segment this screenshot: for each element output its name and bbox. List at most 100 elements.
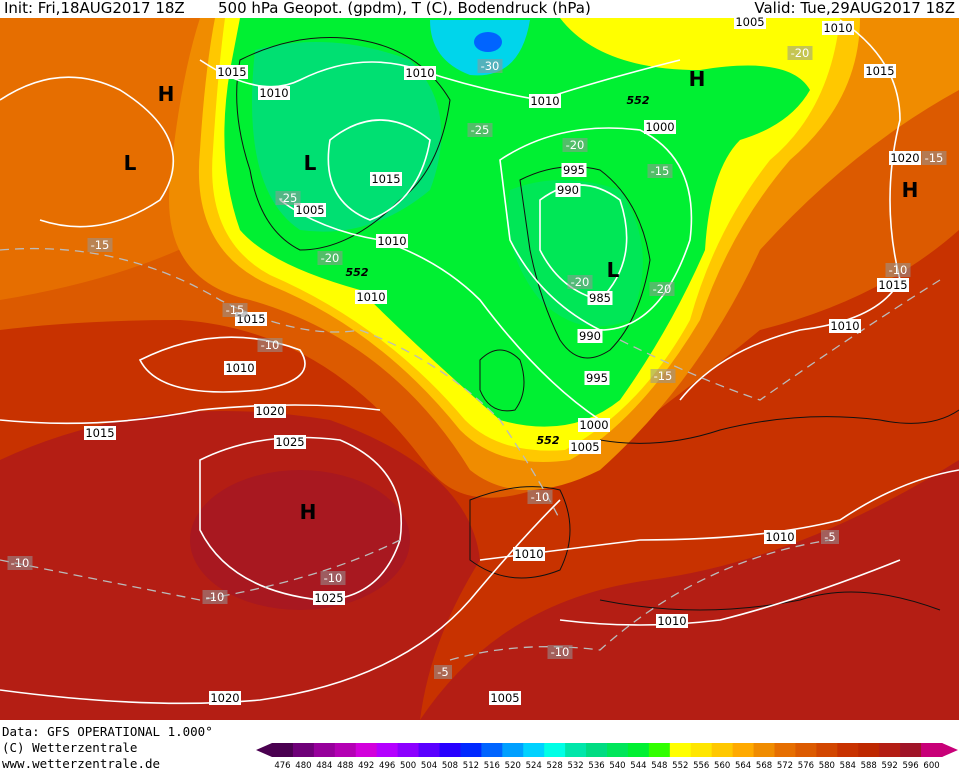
colorbar-cell bbox=[858, 743, 880, 757]
colorbar-cell bbox=[418, 743, 440, 757]
pressure-label-box bbox=[578, 418, 610, 432]
colorbar-label: 512 bbox=[463, 761, 479, 770]
colorbar-cell bbox=[879, 743, 901, 757]
temperature-label: -10 bbox=[324, 571, 343, 585]
pressure-label: 990 bbox=[579, 329, 601, 343]
pressure-center: H bbox=[300, 500, 317, 524]
temperature-label: -10 bbox=[206, 590, 225, 604]
temperature-label: -5 bbox=[824, 530, 835, 544]
pressure-label-box bbox=[764, 530, 796, 544]
temperature-label: -20 bbox=[653, 282, 672, 296]
colorbar-arrow-low bbox=[256, 743, 272, 757]
temperature-label: -20 bbox=[791, 46, 810, 60]
coastline-iberia bbox=[469, 486, 571, 579]
pressure-label: 1015 bbox=[371, 172, 400, 186]
pressure-label-box bbox=[864, 64, 896, 78]
pressure-label: 1010 bbox=[765, 530, 794, 544]
coastline-africa bbox=[599, 591, 941, 611]
pressure-center: H bbox=[158, 82, 175, 106]
colorbar-label: 536 bbox=[588, 761, 604, 770]
temperature-label-box bbox=[320, 571, 346, 585]
pressure-label-box bbox=[587, 291, 613, 305]
colorbar-label: 532 bbox=[567, 761, 583, 770]
footer-copyright: (C) Wetterzentrale bbox=[2, 740, 137, 755]
temperature-label: -10 bbox=[889, 263, 908, 277]
pressure-label-box bbox=[84, 426, 116, 440]
pressure-label: 1025 bbox=[314, 591, 343, 605]
colorbar-cell bbox=[732, 743, 755, 757]
isobar bbox=[327, 119, 431, 221]
temperature-label-box bbox=[921, 151, 947, 165]
pressure-label: 1010 bbox=[514, 547, 543, 561]
temperature-label-box bbox=[547, 645, 573, 659]
colorbar-cell bbox=[711, 743, 734, 757]
pressure-label: 1010 bbox=[405, 66, 434, 80]
colorbar-cell bbox=[397, 743, 420, 757]
colorbar-label: 548 bbox=[651, 761, 667, 770]
colorbar-cell bbox=[544, 743, 566, 757]
colorbar-label: 496 bbox=[379, 761, 395, 770]
colorbar-cell bbox=[523, 743, 545, 757]
temperature-label-box bbox=[562, 138, 588, 152]
colorbar-label: 552 bbox=[672, 761, 688, 770]
colorbar-cell bbox=[795, 743, 817, 757]
header-valid: Valid: Tue,29AUG2017 18Z bbox=[754, 0, 955, 17]
isotherm bbox=[0, 539, 401, 601]
temperature-label: -20 bbox=[566, 138, 585, 152]
footer-url: www.wetterzentrale.de bbox=[2, 756, 160, 770]
pressure-label-box bbox=[370, 172, 402, 186]
temperature-label-box bbox=[885, 263, 911, 277]
temperature-label: -20 bbox=[321, 251, 340, 265]
pressure-label-box bbox=[216, 65, 248, 79]
pressure-label-box bbox=[877, 278, 909, 292]
colorbar-cell bbox=[439, 743, 461, 757]
pressure-label: 995 bbox=[586, 371, 608, 385]
colorbar-cell bbox=[481, 743, 503, 757]
colorbar-label: 524 bbox=[526, 761, 542, 770]
colorbar-cell bbox=[774, 743, 796, 757]
colorbar-cell bbox=[292, 743, 315, 757]
colorbar-label: 476 bbox=[274, 761, 290, 770]
colorbar-label: 564 bbox=[735, 761, 751, 770]
colorbar-label: 592 bbox=[882, 761, 898, 770]
coastline-scandinavia bbox=[519, 166, 651, 359]
isobar bbox=[479, 469, 959, 561]
pressure-label: 1010 bbox=[259, 86, 288, 100]
pressure-label-box bbox=[376, 234, 408, 248]
map-labels: 1015 1010 1010 1010 1005 1010 1015 1000 995 990 10… bbox=[7, 15, 947, 705]
pressure-label: 1010 bbox=[225, 361, 254, 375]
header-init: Init: Fri,18AUG2017 18Z bbox=[4, 0, 185, 17]
colorbar-label: 480 bbox=[295, 761, 311, 770]
colorbar-label: 484 bbox=[316, 761, 332, 770]
pressure-label-box bbox=[829, 319, 861, 333]
colorbar-label: 560 bbox=[714, 761, 730, 770]
pressure-label: 1020 bbox=[210, 691, 239, 705]
pressure-label: 1010 bbox=[356, 290, 385, 304]
colorbar-cell bbox=[272, 743, 294, 757]
isotherm bbox=[0, 247, 561, 521]
colorbar-label: 508 bbox=[442, 761, 458, 770]
temperature-label-box bbox=[7, 556, 33, 570]
colorbar-label: 488 bbox=[337, 761, 353, 770]
temperature-label-box bbox=[275, 191, 301, 205]
temperature-label-box bbox=[787, 46, 813, 60]
pressure-label-box bbox=[404, 66, 436, 80]
temperature-label-box bbox=[202, 590, 228, 604]
colorbar-label: 572 bbox=[777, 761, 793, 770]
pressure-label-box bbox=[561, 163, 587, 177]
colorbar-cell bbox=[586, 743, 608, 757]
pressure-label: 995 bbox=[563, 163, 585, 177]
pressure-label-box bbox=[569, 440, 601, 454]
temperature-label: -10 bbox=[551, 645, 570, 659]
colorbar-label: 600 bbox=[923, 761, 939, 770]
temperature-label: -15 bbox=[925, 151, 944, 165]
pressure-label-box bbox=[577, 329, 603, 343]
colorbar-cell bbox=[355, 743, 378, 757]
colorbar-cell bbox=[690, 743, 713, 757]
colorbar-label: 492 bbox=[358, 761, 374, 770]
pressure-label-box bbox=[224, 361, 256, 375]
coastline-britain bbox=[479, 349, 525, 412]
isotherm bbox=[449, 539, 831, 661]
